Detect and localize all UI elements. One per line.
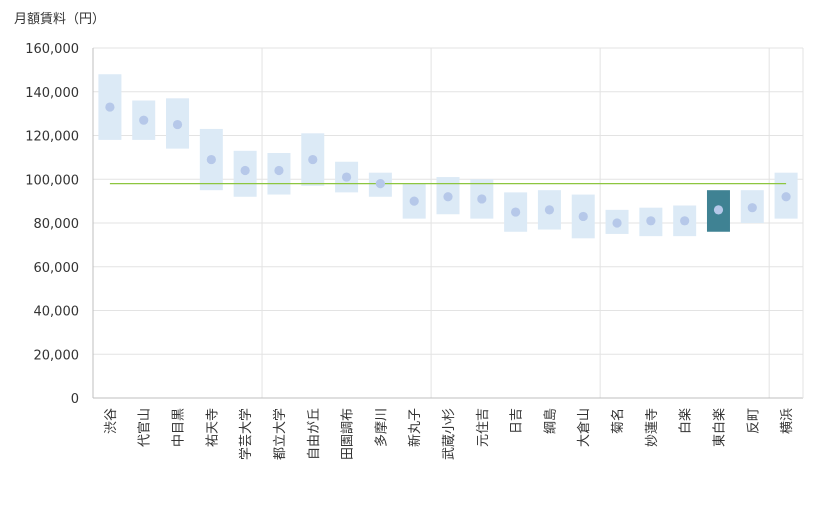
category-label: 田園調布 (341, 408, 356, 460)
mean-dot (544, 205, 555, 215)
mean-dot (578, 211, 588, 222)
mean-dot (781, 192, 791, 202)
mean-dot (409, 196, 419, 206)
mean-dot (274, 165, 284, 176)
category-label: 日吉 (510, 408, 525, 434)
mean-dot (477, 194, 487, 204)
y-axis-title: 月額賃料（円） (14, 12, 106, 27)
category-label: 代官山 (137, 408, 153, 447)
y-tick-label: 100,000 (25, 173, 79, 188)
mean-dot (375, 179, 385, 189)
category-label: 横浜 (780, 408, 795, 434)
y-tick-label: 20,000 (34, 348, 80, 363)
y-tick-label: 60,000 (34, 261, 80, 276)
category-label: 祐天寺 (205, 408, 220, 447)
category-label: 元住吉 (476, 408, 491, 447)
category-labels: 渋谷 代官山 中目黒 祐天寺 学芸大学 都立大学 自由が丘 田園調布 多摩川 新丸子 武蔵小杉 元住吉… (104, 408, 795, 460)
mean-dot (646, 216, 656, 226)
category-label: 渋谷 (104, 408, 119, 434)
category-label: 菊名 (610, 408, 626, 434)
y-tick-label: 140,000 (25, 86, 79, 101)
category-label: 白楽 (678, 408, 694, 434)
category-label: 武蔵小杉 (442, 408, 457, 460)
category-label: 妙蓮寺 (645, 408, 660, 447)
mean-dot (747, 203, 757, 213)
category-label: 中目黒 (172, 408, 187, 447)
mean-dot (612, 218, 622, 228)
category-label: 多摩川 (373, 408, 389, 447)
range-bars (98, 74, 798, 239)
category-label: 新丸子 (407, 408, 423, 447)
y-ticks: 0 20,000 40,000 60,000 80,000 100,000 120,000 1… (25, 42, 79, 407)
mean-dot (511, 207, 521, 217)
mean-dot (308, 154, 318, 165)
category-label: 綱島 (543, 408, 558, 434)
mean-dot (206, 154, 216, 165)
y-tick-label: 80,000 (34, 217, 80, 232)
y-tick-label: 120,000 (25, 130, 79, 145)
mean-dot (713, 205, 724, 215)
mean-dot (443, 192, 453, 202)
mean-dot (172, 119, 183, 130)
category-label: 反町 (746, 408, 761, 434)
y-tick-label: 160,000 (25, 42, 79, 57)
mean-dot (139, 115, 149, 125)
category-label: 大倉山 (577, 408, 592, 447)
category-label: 学芸大学 (238, 408, 254, 460)
mean-dot (341, 172, 352, 182)
mean-dot (105, 102, 115, 112)
category-label: 都立大学 (272, 408, 288, 460)
y-tick-label: 0 (71, 392, 79, 407)
mean-dot (240, 165, 250, 176)
mean-dots (105, 102, 791, 228)
axis-lines (92, 48, 804, 399)
y-tick-label: 40,000 (34, 305, 80, 320)
group-separators (261, 48, 770, 398)
category-label: 東白楽 (711, 408, 727, 447)
category-label: 自由が丘 (307, 408, 322, 460)
mean-dot (680, 216, 690, 226)
